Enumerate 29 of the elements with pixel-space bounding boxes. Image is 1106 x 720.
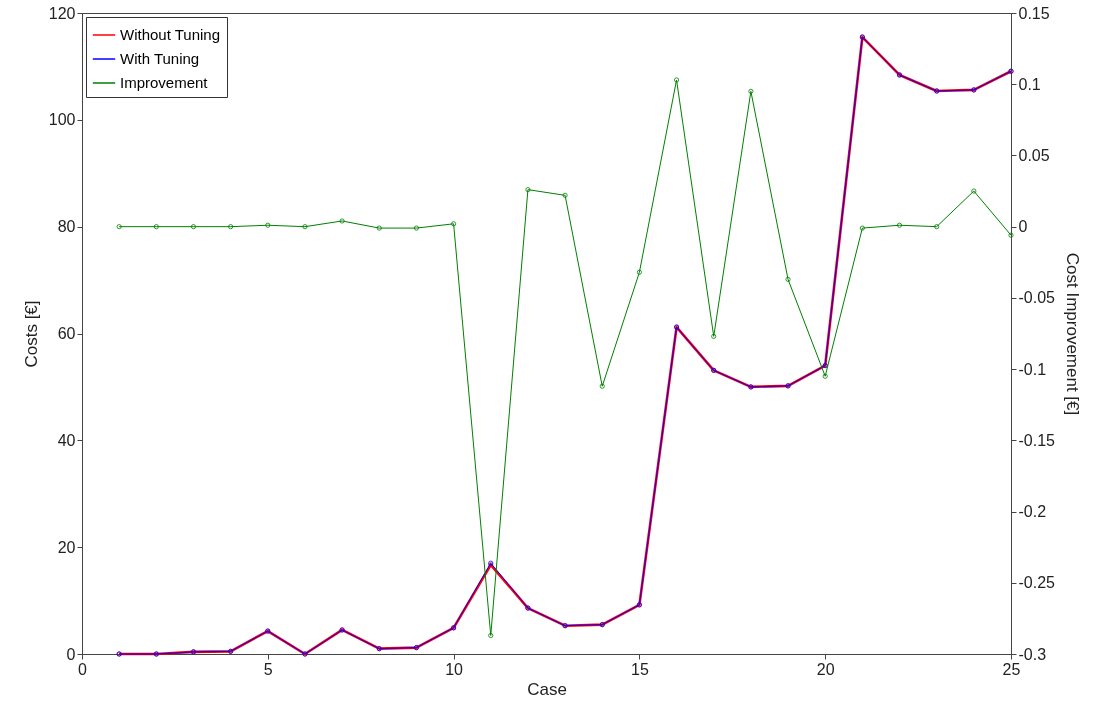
x-tick-label: 10 <box>445 660 464 678</box>
y-tick-label: 60 <box>57 325 76 342</box>
y2-tick-label: -0.05 <box>1018 289 1056 307</box>
y2-tick-label: 0 <box>1018 218 1028 236</box>
x-tick-label: 5 <box>263 660 273 678</box>
y-tick-label: 20 <box>57 538 76 556</box>
legend-label: With Tuning <box>120 50 200 67</box>
legend-label: Improvement <box>120 74 209 91</box>
y2-axis-title: Cost Improvement [€] <box>1062 252 1082 416</box>
y-tick-label: 100 <box>48 111 76 129</box>
y-axis-title: Costs [€] <box>21 300 41 368</box>
y2-tick-label: -0.2 <box>1018 503 1047 521</box>
x-axis-title: Case <box>527 679 567 699</box>
y2-tick-label: -0.15 <box>1018 431 1056 449</box>
y2-tick-label: -0.1 <box>1018 360 1047 378</box>
y2-tick-label: 0.15 <box>1018 4 1050 22</box>
y-tick-label: 120 <box>48 4 76 22</box>
x-tick-label: 20 <box>816 660 835 678</box>
x-tick-label: 15 <box>631 660 649 678</box>
x-tick-label: 25 <box>1002 660 1021 678</box>
y2-tick-label: -0.25 <box>1018 574 1056 592</box>
y-tick-label: 80 <box>57 218 76 236</box>
y2-tick-label: 0.05 <box>1018 146 1050 164</box>
y-tick-label: 40 <box>57 431 76 449</box>
y2-tick-label: 0.1 <box>1018 75 1041 93</box>
y-tick-label: 0 <box>66 645 76 663</box>
y2-tick-label: -0.3 <box>1018 645 1047 663</box>
x-tick-label: 0 <box>78 660 88 678</box>
legend-label: Without Tuning <box>120 26 221 43</box>
